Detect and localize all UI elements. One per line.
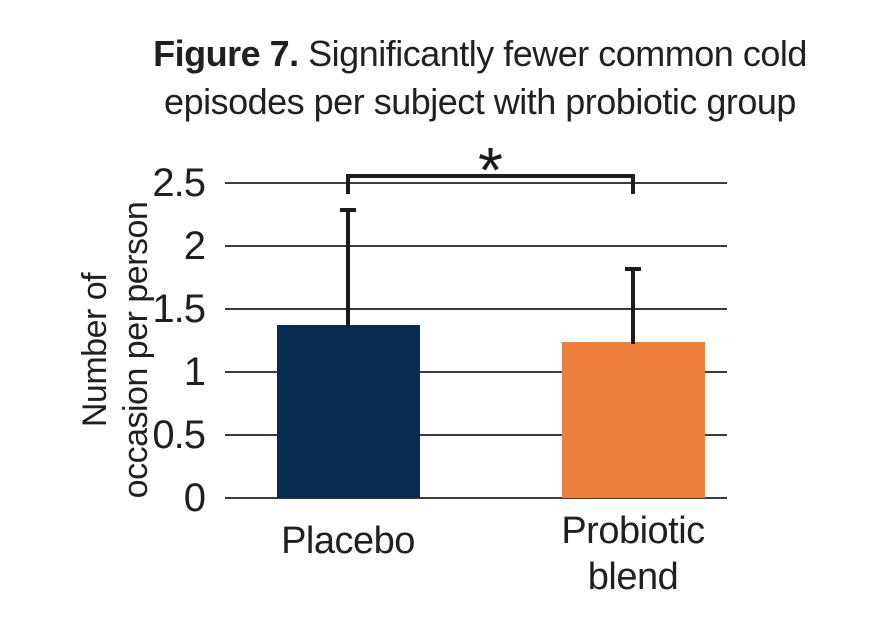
error-bar-placebo — [346, 208, 350, 328]
gridline — [225, 308, 727, 310]
x-label-probiotic-blend: Probiotic blend — [561, 510, 705, 598]
chart-title-line1-text: Significantly fewer common cold — [298, 33, 807, 74]
significance-bracket-left-tick — [346, 174, 350, 194]
significance-bracket-line — [346, 174, 635, 178]
gridline — [225, 434, 727, 436]
chart-title-figure-number: Figure 7. — [153, 33, 299, 74]
gridline — [225, 182, 727, 184]
significance-asterisk: * — [478, 134, 503, 206]
y-tick-label: 0.5 — [152, 413, 206, 457]
bar-placebo — [276, 325, 420, 498]
error-bar-cap-placebo — [340, 208, 356, 213]
error-bar-cap-probiotic-blend — [625, 267, 641, 272]
gridline — [225, 371, 727, 373]
error-bar-probiotic-blend — [631, 267, 635, 344]
y-tick-label: 0 — [183, 476, 206, 520]
significance-bracket-right-tick — [631, 174, 635, 194]
chart-title: Figure 7. Significantly fewer common col… — [70, 30, 880, 126]
y-tick-label: 1.5 — [152, 287, 206, 331]
gridline — [225, 497, 727, 499]
y-tick-label: 2.5 — [152, 161, 206, 205]
gridline — [225, 245, 727, 247]
y-tick-label: 2 — [183, 224, 206, 268]
y-tick-label: 1 — [183, 350, 206, 394]
bar-probiotic-blend — [561, 341, 705, 498]
chart-title-line1: Figure 7. Significantly fewer common col… — [70, 30, 880, 78]
x-label-placebo: Placebo — [281, 520, 415, 562]
chart-title-line2: episodes per subject with probiotic grou… — [164, 81, 796, 122]
